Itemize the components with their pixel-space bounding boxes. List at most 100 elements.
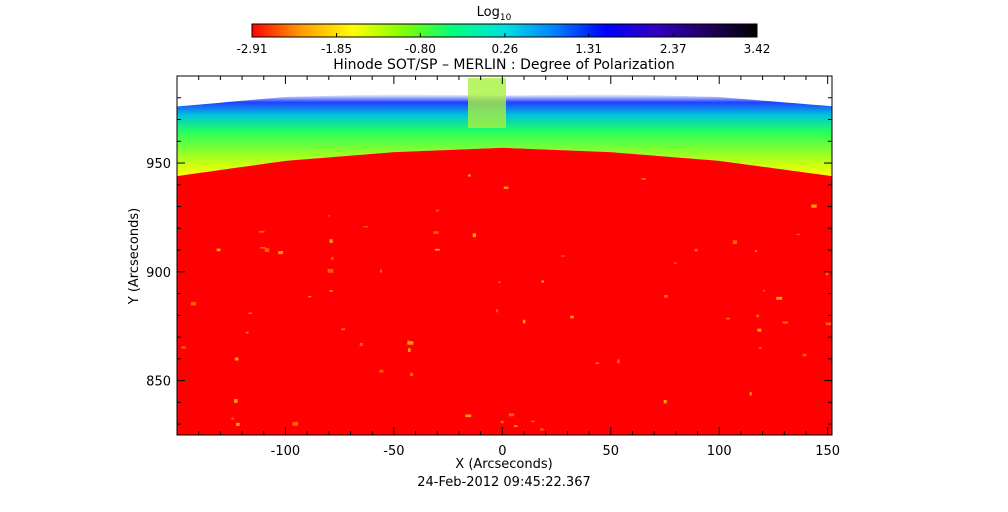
disk-feature <box>260 247 266 249</box>
disk-feature <box>496 309 499 313</box>
disk-feature <box>726 317 730 320</box>
colorbar-label: Log10 <box>477 5 512 23</box>
disk-feature <box>231 417 235 420</box>
disk-feature <box>472 233 477 238</box>
disk-feature <box>234 357 239 361</box>
colorbar-tick-label: -0.80 <box>405 42 436 56</box>
colorbar-tick-label: -1.85 <box>321 42 352 56</box>
disk-feature <box>292 421 299 426</box>
disk-feature <box>513 425 518 427</box>
disk-feature <box>407 348 411 352</box>
disk-feature <box>181 346 186 349</box>
disk-feature <box>245 331 249 334</box>
disk-feature <box>434 248 440 251</box>
x-axis-ticks: -100 -50 0 50 100 150 <box>198 76 840 459</box>
y-tick-label: 850 <box>146 375 171 390</box>
disk-feature <box>522 319 526 324</box>
disk-feature <box>663 399 667 404</box>
disk-feature <box>467 174 471 177</box>
disk-feature <box>757 328 762 332</box>
disk-feature <box>341 328 346 331</box>
central-strip <box>468 78 506 128</box>
colorbar-tick-label: 3.42 <box>744 42 771 56</box>
y-tick-label: 950 <box>146 157 171 172</box>
disk-feature <box>379 369 384 373</box>
disk-feature <box>465 414 472 418</box>
disk-feature <box>236 422 240 426</box>
disk-feature <box>825 322 832 326</box>
disk-feature <box>379 269 383 273</box>
disk-feature <box>749 392 752 396</box>
disk-feature <box>308 296 312 298</box>
disk-feature <box>758 346 762 349</box>
disk-feature <box>825 272 829 276</box>
near-limb-band <box>177 94 832 177</box>
x-tick-label: 100 <box>707 444 732 459</box>
solar-disk-region <box>177 147 832 435</box>
plot-frame <box>176 75 833 436</box>
disk-feature <box>216 248 221 252</box>
disk-feature <box>359 342 363 347</box>
disk-feature <box>782 321 789 324</box>
disk-feature <box>329 290 333 292</box>
x-tick-label: -50 <box>383 444 404 459</box>
colorbar-ticks: -2.91 -1.85 -0.80 0.26 1.31 2.37 3.42 <box>236 33 770 56</box>
disk-feature <box>498 281 501 284</box>
y-axis-ticks: 850 900 950 <box>146 97 832 425</box>
disk-feature <box>278 251 283 255</box>
colorbar-tick-label: -2.91 <box>236 42 267 56</box>
disk-feature <box>407 341 414 345</box>
disk-feature <box>754 250 758 253</box>
disk-feature <box>248 312 253 314</box>
disk-feature <box>327 268 334 273</box>
x-tick-label: 0 <box>498 444 506 459</box>
disk-feature <box>329 239 333 243</box>
disk-feature <box>500 420 504 424</box>
disk-feature <box>540 428 544 431</box>
disk-feature <box>234 399 238 403</box>
disk-feature <box>190 301 197 306</box>
disk-feature <box>435 209 439 212</box>
disk-feature <box>762 289 765 292</box>
disk-feature <box>811 204 817 208</box>
disk-feature <box>541 280 544 283</box>
disk-feature <box>561 255 566 257</box>
disk-feature <box>732 240 737 245</box>
disk-feature <box>674 262 677 264</box>
disk-feature <box>433 231 439 234</box>
x-axis-label: X (Arcseconds) <box>455 457 552 472</box>
disk-feature <box>641 177 646 180</box>
disk-feature <box>508 413 515 417</box>
x-tick-label: 50 <box>603 444 620 459</box>
disk-feature <box>776 296 783 300</box>
colorbar-tick-label: 0.26 <box>492 42 519 56</box>
disk-feature <box>503 186 509 189</box>
colorbar-tick-label: 1.31 <box>575 42 602 56</box>
disk-feature <box>264 248 270 252</box>
disk-feature <box>363 226 368 228</box>
disk-feature <box>595 362 600 364</box>
y-axis-label: Y (Arcseconds) <box>127 208 142 305</box>
disk-feature <box>617 359 620 364</box>
disk-feature <box>530 420 535 423</box>
disk-feature <box>258 230 265 233</box>
chart-title: Hinode SOT/SP – MERLIN : Degree of Polar… <box>333 57 675 73</box>
disk-feature <box>570 315 574 319</box>
disk-feature <box>327 215 331 217</box>
disk-feature <box>330 257 334 260</box>
y-tick-label: 900 <box>146 266 171 281</box>
disk-feature <box>694 248 698 252</box>
disk-feature <box>663 294 668 298</box>
colorbar-tick-label: 2.37 <box>660 42 687 56</box>
colorbar: Log10 -2.91 -1.85 -0.80 0.26 1.31 2.37 3.42 <box>236 5 770 56</box>
x-tick-label: 150 <box>815 444 840 459</box>
timestamp: 24-Feb-2012 09:45:22.367 <box>417 475 591 490</box>
x-tick-label: -100 <box>271 444 301 459</box>
plot-image <box>177 76 832 435</box>
disk-features <box>181 174 832 435</box>
disk-feature <box>802 353 807 357</box>
disk-feature <box>409 372 414 377</box>
disk-feature <box>796 233 801 236</box>
disk-feature <box>756 314 760 318</box>
